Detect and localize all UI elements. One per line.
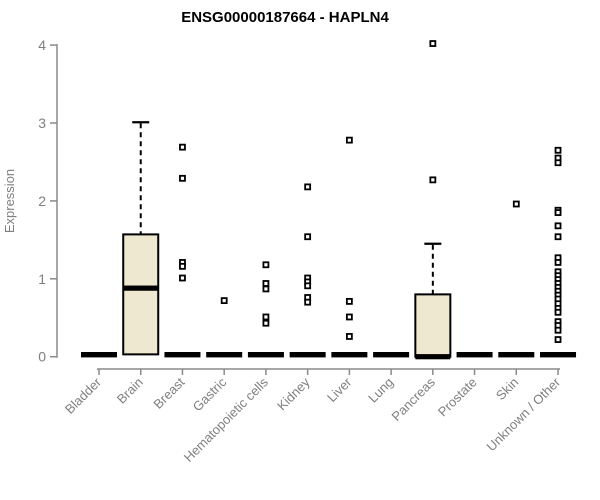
- outlier-point-unknown-other: [554, 308, 562, 316]
- x-tick-label-unknown-other: Unknown / Other: [484, 374, 564, 454]
- outlier-point-kidney: [304, 282, 312, 290]
- y-tick-label: 2: [38, 193, 46, 209]
- outlier-point-unknown-other: [554, 259, 562, 266]
- outlier-point-breast: [179, 274, 186, 282]
- y-axis-title: Expression: [2, 169, 17, 233]
- y-tick-label: 0: [38, 349, 46, 365]
- x-tick-label-bladder: Bladder: [62, 374, 105, 417]
- outlier-point-hematopoietic-cells: [262, 280, 270, 287]
- collapsed-box-liver: [331, 352, 368, 358]
- boxes-layer: [81, 40, 577, 360]
- outlier-point-liver: [345, 333, 353, 340]
- box-group-gastric: [206, 297, 243, 358]
- box-group-liver: [331, 136, 368, 358]
- collapsed-box-breast: [164, 352, 201, 358]
- y-tick-label: 4: [38, 37, 46, 53]
- collapsed-box-prostate: [456, 352, 493, 358]
- median-brain: [123, 285, 159, 291]
- x-tick-label-gastric: Gastric: [190, 374, 230, 414]
- chart-title: ENSG00000187664 - HAPLN4: [181, 9, 389, 26]
- x-tick-label-lung: Lung: [365, 375, 396, 406]
- collapsed-box-kidney: [289, 352, 326, 358]
- x-tick-label-kidney: Kidney: [274, 374, 313, 413]
- x-tick-label-skin: Skin: [493, 375, 521, 403]
- x-tick-label-brain: Brain: [114, 375, 146, 407]
- box-group-lung: [373, 352, 410, 358]
- outlier-point-unknown-other: [554, 233, 562, 241]
- outlier-point-unknown-other: [554, 336, 562, 343]
- x-tick-label-breast: Breast: [150, 374, 187, 411]
- collapsed-box-skin: [498, 352, 535, 358]
- collapsed-box-lung: [373, 352, 410, 358]
- collapsed-box-hematopoietic-cells: [247, 352, 284, 358]
- box-brain: [122, 233, 160, 356]
- outlier-point-pancreas: [429, 40, 437, 47]
- box-group-prostate: [456, 352, 493, 358]
- outlier-point-skin: [512, 200, 520, 208]
- box-group-hematopoietic-cells: [247, 261, 284, 358]
- y-tick-label: 1: [38, 271, 46, 287]
- outlier-point-unknown-other: [554, 222, 562, 230]
- outlier-point-breast: [179, 174, 186, 182]
- collapsed-box-bladder: [81, 352, 117, 358]
- y-tick-label: 3: [38, 115, 46, 131]
- box-group-unknown-other: [540, 146, 577, 358]
- box-group-pancreas: [414, 40, 452, 360]
- collapsed-box-unknown-other: [540, 352, 577, 358]
- box-pancreas: [414, 293, 452, 358]
- outlier-point-breast: [179, 262, 186, 270]
- outlier-point-unknown-other: [554, 159, 562, 167]
- x-tick-label-pancreas: Pancreas: [389, 374, 439, 424]
- x-tick-label-prostate: Prostate: [435, 375, 480, 420]
- outlier-point-liver: [345, 297, 353, 305]
- outlier-point-pancreas: [429, 176, 437, 184]
- outlier-point-kidney: [304, 298, 312, 306]
- box-group-skin: [498, 200, 535, 358]
- outlier-point-unknown-other: [554, 326, 562, 334]
- outlier-point-liver: [345, 136, 353, 144]
- outlier-point-kidney: [304, 233, 312, 241]
- median-pancreas: [415, 354, 451, 360]
- outlier-point-unknown-other: [554, 146, 562, 154]
- x-tick-label-liver: Liver: [324, 374, 355, 405]
- outlier-point-hematopoietic-cells: [262, 261, 270, 269]
- outlier-point-hematopoietic-cells: [262, 319, 270, 327]
- outlier-point-hematopoietic-cells: [262, 285, 270, 293]
- box-group-bladder: [81, 352, 117, 358]
- outlier-point-liver: [345, 313, 353, 321]
- box-group-brain: [122, 121, 160, 356]
- box-group-kidney: [289, 183, 326, 358]
- outlier-point-gastric: [220, 297, 228, 305]
- outlier-point-kidney: [304, 183, 312, 191]
- outlier-point-breast: [179, 143, 186, 151]
- outlier-point-hematopoietic-cells: [262, 313, 270, 321]
- outlier-point-unknown-other: [554, 209, 562, 216]
- box-group-breast: [164, 143, 201, 358]
- collapsed-box-gastric: [206, 352, 243, 358]
